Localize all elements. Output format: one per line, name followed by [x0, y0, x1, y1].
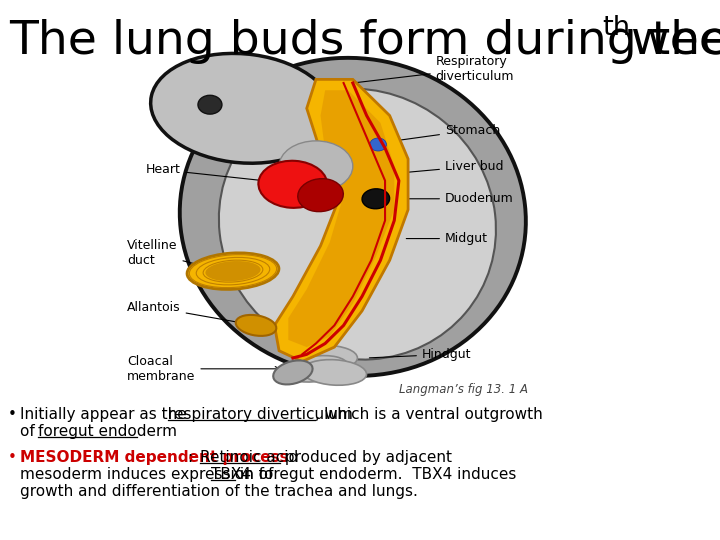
Text: Langman’s fig 13. 1 A: Langman’s fig 13. 1 A: [399, 383, 528, 396]
Text: The lung buds form during the 4: The lung buds form during the 4: [9, 19, 720, 64]
Text: of: of: [20, 424, 40, 439]
Text: week: week: [616, 19, 720, 64]
Text: •: •: [8, 407, 17, 422]
Text: MESODERM dependent process: MESODERM dependent process: [20, 450, 289, 465]
Text: Respiratory
diverticulum: Respiratory diverticulum: [356, 55, 514, 83]
Text: :: :: [188, 450, 198, 465]
Ellipse shape: [180, 58, 526, 376]
Ellipse shape: [150, 53, 334, 163]
Circle shape: [198, 95, 222, 114]
Text: Retinoic acid: Retinoic acid: [200, 450, 299, 465]
Text: •: •: [8, 450, 17, 465]
Text: Midgut: Midgut: [406, 232, 488, 245]
Text: in foregut endoderm.  TBX4 induces: in foregut endoderm. TBX4 induces: [235, 467, 517, 482]
Ellipse shape: [284, 356, 348, 382]
Ellipse shape: [258, 161, 328, 208]
Text: , which is a ventral outgrowth: , which is a ventral outgrowth: [315, 407, 543, 422]
Ellipse shape: [302, 360, 366, 385]
Text: Liver bud: Liver bud: [397, 160, 503, 173]
Ellipse shape: [362, 189, 390, 209]
Ellipse shape: [219, 89, 496, 360]
Text: Duodenum: Duodenum: [402, 192, 513, 205]
Text: Vitelline
duct: Vitelline duct: [127, 239, 220, 271]
Text: Stomach: Stomach: [397, 124, 500, 140]
Text: TBX4: TBX4: [211, 467, 251, 482]
Text: produced by adjacent: produced by adjacent: [280, 450, 452, 465]
Ellipse shape: [187, 253, 279, 289]
Text: growth and differentiation of the trachea and lungs.: growth and differentiation of the trache…: [20, 484, 418, 499]
Text: Initially appear as the: Initially appear as the: [20, 407, 192, 422]
Ellipse shape: [298, 179, 343, 212]
Ellipse shape: [205, 261, 261, 281]
Ellipse shape: [235, 315, 276, 336]
Text: foregut endoderm: foregut endoderm: [38, 424, 177, 439]
Text: th: th: [602, 15, 630, 41]
Text: respiratory diverticulum: respiratory diverticulum: [168, 407, 353, 422]
Polygon shape: [274, 79, 408, 362]
Ellipse shape: [293, 345, 357, 370]
Ellipse shape: [273, 360, 312, 384]
Text: Allantois: Allantois: [127, 301, 252, 326]
Ellipse shape: [279, 141, 353, 192]
Text: Heart: Heart: [145, 163, 294, 186]
Text: Hindgut: Hindgut: [369, 348, 472, 361]
Text: mesoderm induces expression of: mesoderm induces expression of: [20, 467, 278, 482]
Text: Cloacal
membrane: Cloacal membrane: [127, 355, 279, 383]
Polygon shape: [288, 90, 395, 347]
Circle shape: [370, 138, 387, 151]
